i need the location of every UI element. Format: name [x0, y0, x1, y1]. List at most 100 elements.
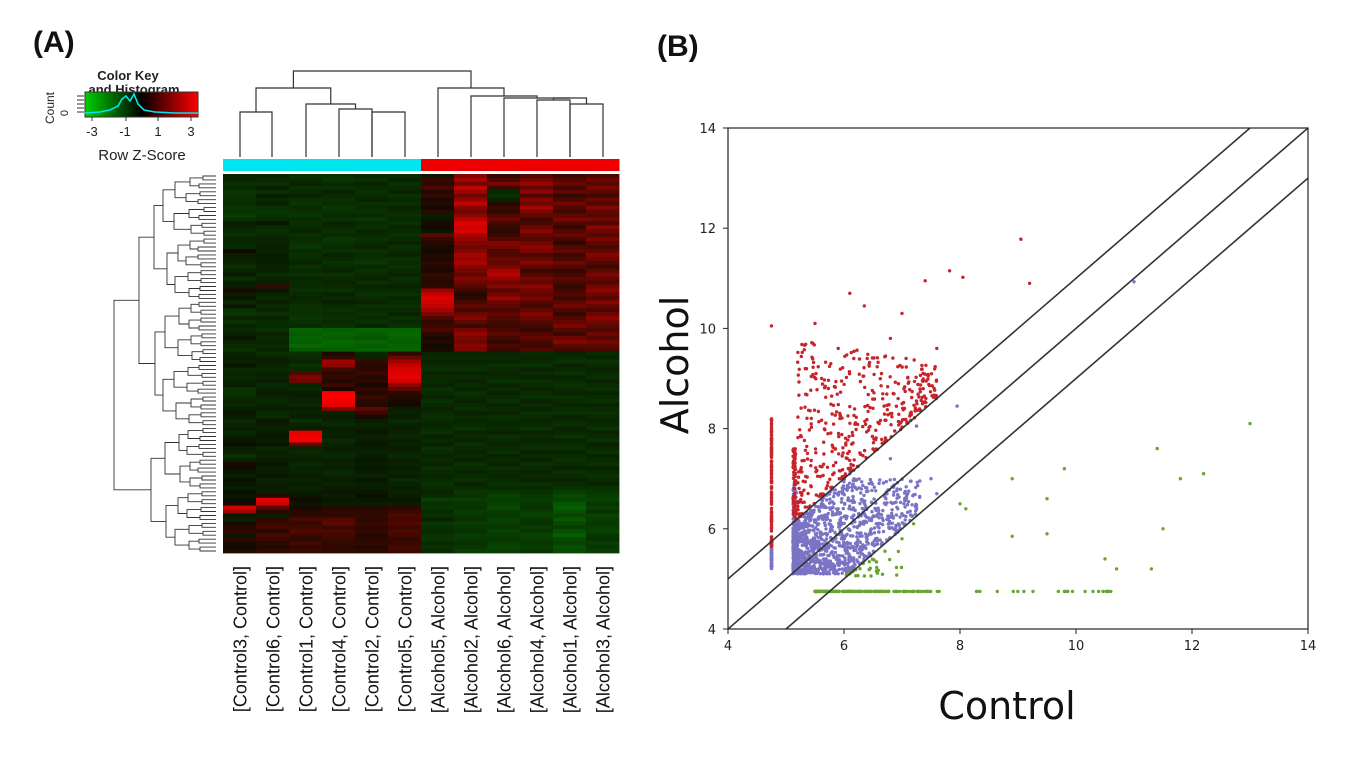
heatmap-cell	[256, 308, 290, 313]
scatter-point-up	[921, 387, 925, 391]
scatter-point-down	[910, 589, 915, 594]
heatmap-cell	[256, 363, 290, 368]
heatmap-cell	[355, 343, 389, 349]
scatter-point-down	[1070, 589, 1075, 594]
scatter-point-ns	[791, 539, 795, 543]
scatter-point-ns	[903, 499, 907, 503]
heatmap-cell	[520, 304, 554, 309]
heatmap-cell	[355, 324, 389, 329]
heatmap-cell	[289, 470, 323, 475]
heatmap-cell	[388, 391, 422, 396]
scatter-point-ns	[857, 555, 862, 559]
heatmap-cell	[289, 375, 323, 380]
heatmap-cell	[520, 296, 554, 301]
heatmap-cell	[553, 280, 587, 285]
heatmap-cell	[586, 221, 620, 226]
heatmap-cell	[520, 410, 554, 416]
scatter-point-ns	[858, 520, 862, 524]
heatmap-cell	[520, 268, 554, 274]
y-tick-label: 4	[708, 623, 716, 638]
heatmap-cell	[322, 399, 356, 404]
scatter-point-up	[812, 375, 817, 379]
row-dendrogram-branch	[174, 276, 189, 293]
heatmap-cell	[487, 399, 521, 404]
scatter-point-ns	[769, 566, 774, 571]
heatmap-cell	[421, 229, 455, 234]
heatmap-cell	[223, 209, 257, 214]
heatmap-cell	[421, 241, 455, 246]
row-dendrogram-branch	[199, 546, 216, 552]
heatmap-cell	[289, 217, 323, 222]
heatmap-cell	[553, 477, 587, 483]
heatmap-cell	[289, 438, 323, 443]
scatter-point-down	[814, 589, 818, 594]
heatmap-cell	[487, 391, 521, 396]
heatmap-cell	[487, 481, 521, 487]
scatter-point-up	[913, 408, 917, 412]
scatter-point-up	[918, 387, 922, 391]
scatter-point-up	[826, 386, 830, 391]
heatmap-cell	[454, 481, 488, 487]
heatmap-cell	[256, 339, 290, 345]
heatmap-cell	[520, 327, 554, 333]
heatmap-cell	[553, 485, 587, 491]
scatter-point-up	[796, 508, 800, 512]
heatmap-cell	[289, 320, 323, 325]
heatmap-cell	[388, 252, 422, 258]
scatter-point-ns	[769, 554, 774, 558]
heatmap-cell	[454, 525, 488, 530]
heatmap-cell	[586, 213, 620, 218]
scatter-point-ns	[833, 488, 837, 492]
scatter-point-down	[874, 560, 879, 564]
heatmap-cell	[223, 225, 257, 230]
scatter-point-up	[872, 372, 876, 377]
scatter-point-down	[1155, 446, 1159, 451]
heatmap-cell	[256, 477, 290, 483]
heatmap-cell	[322, 217, 356, 222]
heatmap-cell	[322, 391, 356, 396]
heatmap-cell	[586, 324, 620, 329]
scatter-point-up	[890, 415, 894, 419]
heatmap-cell	[454, 517, 488, 522]
heatmap-cell	[388, 316, 422, 321]
scatter-point-ns	[869, 500, 874, 504]
scatter-point-up	[797, 380, 801, 384]
heatmap-cell	[454, 446, 488, 451]
heatmap-cell	[256, 466, 290, 471]
scatter-point-up	[918, 383, 923, 387]
scatter-point-down	[896, 549, 901, 554]
heatmap-cell	[322, 264, 356, 270]
scatter-point-ns	[815, 558, 820, 562]
scatter-point-up	[816, 409, 821, 414]
heatmap-cell	[388, 355, 422, 360]
heatmap-cell	[553, 470, 587, 475]
scatter-point-down	[1062, 467, 1067, 471]
heatmap-cell	[256, 462, 290, 467]
heatmap-cell	[355, 264, 389, 270]
heatmap-cell	[487, 383, 521, 388]
scatter-point-up	[769, 490, 774, 494]
row-dendrogram-branch	[177, 244, 190, 262]
scatter-point-ns	[807, 562, 812, 566]
scatter-point-up	[823, 384, 827, 388]
heatmap-cell	[520, 462, 554, 467]
scatter-point-up	[857, 357, 862, 361]
scatter-point-ns	[868, 477, 872, 482]
heatmap-cell	[322, 241, 356, 246]
heatmap-cell	[454, 367, 488, 372]
scatter-point-up	[827, 364, 832, 369]
scatter-point-down	[886, 589, 891, 594]
heatmap-cell	[454, 383, 488, 388]
heatmap-cell	[553, 181, 587, 187]
heatmap-cell	[223, 477, 257, 483]
heatmap-cell	[322, 458, 356, 463]
heatmap-cell	[355, 375, 389, 380]
heatmap-cell	[289, 525, 323, 530]
scatter-point-up	[824, 421, 828, 425]
heatmap-cell	[256, 525, 290, 530]
scatter-point-ns	[851, 478, 855, 483]
scatter-point-ns	[813, 526, 818, 530]
scatter-point-up	[826, 432, 830, 436]
scatter-point-up	[874, 436, 878, 440]
heatmap-cell	[388, 327, 422, 333]
